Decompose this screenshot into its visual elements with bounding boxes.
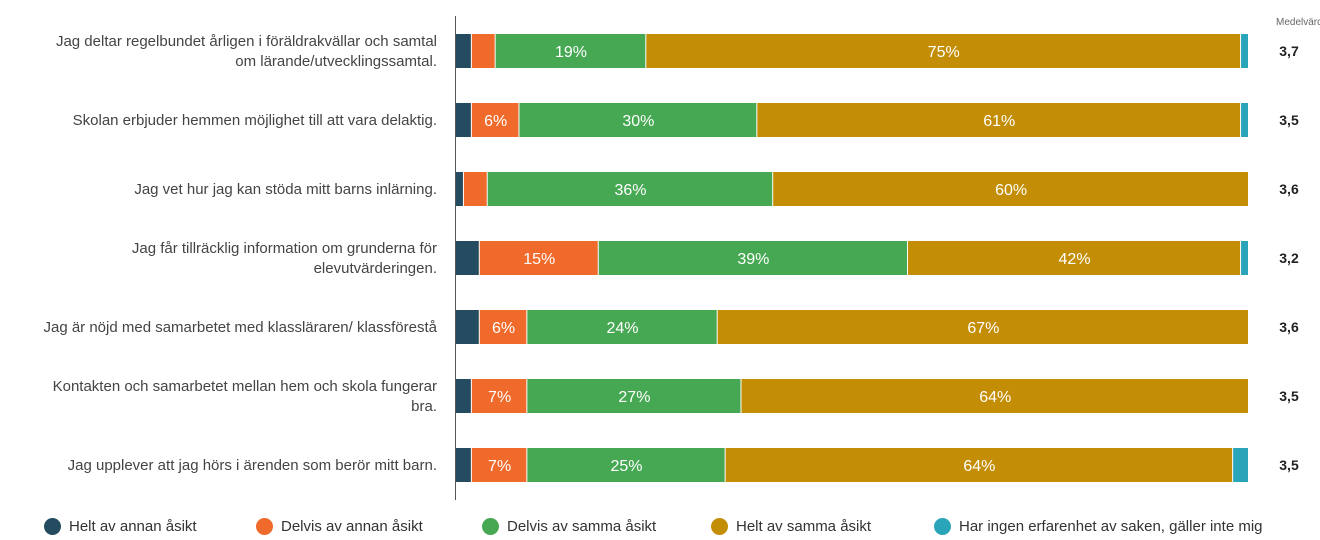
bar-segment-3-4: [773, 172, 1248, 206]
bar-segment-6-2: [471, 379, 527, 413]
legend-swatch: [711, 517, 728, 535]
data-label-1-4: 75%: [928, 44, 960, 61]
mean-header: Medelvärde: [1276, 17, 1320, 28]
legend-swatch: [482, 517, 499, 535]
mean-value-4: 3,2: [1279, 250, 1299, 266]
legend-swatch: [934, 517, 951, 535]
bar-segment-4-3: [598, 241, 908, 275]
category-label-7: Jag upplever att jag hörs i ärenden som …: [68, 457, 437, 474]
category-label-4-line-2: elevutvärderingen.: [314, 260, 437, 277]
legend-item-delvis-av-samma[interactable]: Delvis av samma åsikt: [482, 517, 657, 535]
legend-label: Delvis av samma åsikt: [507, 517, 657, 535]
bar-segment-5-3: [527, 310, 717, 344]
data-label-3-4: 60%: [995, 182, 1027, 199]
bar-segment-4-4: [908, 241, 1241, 275]
bar-segment-7-1: [456, 448, 471, 482]
data-label-7-3: 25%: [610, 458, 642, 475]
bar-segment-6-4: [741, 379, 1248, 413]
legend-item-ingen-erfarenhet[interactable]: Har ingen erfarenhet av saken, gäller in…: [934, 517, 1263, 535]
data-label-2-2: 6%: [484, 113, 507, 130]
bar-segment-2-1: [456, 103, 471, 137]
bar-segment-1-1: [456, 34, 471, 68]
bar-segment-5-1: [456, 310, 479, 344]
stacked-bar-chart: Medelvärde 19% 75% Jag deltar regelbundet å…: [43, 16, 1320, 500]
data-label-3-3: 36%: [614, 182, 646, 199]
bar-segment-4-5: [1241, 241, 1248, 275]
bar-segment-7-2: [471, 448, 527, 482]
data-label-4-4: 42%: [1059, 251, 1091, 268]
legend-item-delvis-av-annan[interactable]: Delvis av annan åsikt: [256, 517, 423, 535]
data-label-1-3: 19%: [555, 44, 587, 61]
bar-segment-3-1: [456, 172, 463, 206]
bar-segment-7-5: [1233, 448, 1248, 482]
category-label-5: Jag är nöjd med samarbetet med klasslära…: [43, 319, 437, 336]
legend-label: Helt av samma åsikt: [736, 517, 872, 535]
data-label-6-3: 27%: [618, 389, 650, 406]
category-label-4-line-1: Jag får tillräcklig information om grund…: [132, 240, 437, 257]
mean-value-3: 3,6: [1279, 181, 1299, 197]
bar-segment-3-3: [487, 172, 773, 206]
legend-swatch: [44, 517, 61, 535]
bar-segment-2-3: [519, 103, 757, 137]
data-label-5-3: 24%: [607, 320, 639, 337]
bar-segment-5-2: [479, 310, 527, 344]
mean-value-2: 3,5: [1279, 112, 1299, 128]
category-label-1-line-2: om lärande/utvecklingssamtal.: [235, 53, 437, 70]
data-label-7-4: 64%: [963, 458, 995, 475]
bar-segment-6-1: [456, 379, 471, 413]
data-label-4-2: 15%: [523, 251, 555, 268]
legend-item-helt-av-annan[interactable]: Helt av annan åsikt: [44, 517, 197, 535]
bar-segment-6-3: [527, 379, 741, 413]
category-label-6-line-2: bra.: [411, 398, 437, 415]
bar-segment-7-4: [725, 448, 1233, 482]
bar-segment-4-2: [479, 241, 598, 275]
data-label-4-3: 39%: [737, 251, 769, 268]
bar-segment-1-3: [495, 34, 646, 68]
bar-segment-7-3: [527, 448, 725, 482]
legend-swatch: [256, 517, 273, 535]
mean-value-6: 3,5: [1279, 388, 1299, 404]
category-label-1-line-1: Jag deltar regelbundet årligen i föräldr…: [56, 33, 437, 50]
bar-segment-5-4: [717, 310, 1248, 344]
data-label-5-4: 67%: [967, 320, 999, 337]
bar-segment-3-2: [463, 172, 487, 206]
bar-segment-1-4: [646, 34, 1241, 68]
legend-label: Helt av annan åsikt: [69, 517, 197, 535]
bar-segment-1-2: [471, 34, 495, 68]
category-label-3: Jag vet hur jag kan stöda mitt barns inl…: [134, 181, 437, 198]
legend: Helt av annan åsikt Delvis av annan åsik…: [44, 514, 1314, 538]
legend-label: Har ingen erfarenhet av saken, gäller in…: [959, 517, 1263, 535]
mean-value-7: 3,5: [1279, 457, 1299, 473]
bar-segment-2-5: [1241, 103, 1248, 137]
mean-value-5: 3,6: [1279, 319, 1299, 335]
category-label-2: Skolan erbjuder hemmen möjlighet till at…: [73, 112, 437, 129]
category-label-6-line-1: Kontakten och samarbetet mellan hem och …: [53, 378, 437, 395]
bar-segment-2-2: [471, 103, 519, 137]
bar-segment-2-4: [757, 103, 1241, 137]
legend-label: Delvis av annan åsikt: [281, 517, 423, 535]
bar-segment-4-1: [456, 241, 479, 275]
bar-segment-1-5: [1241, 34, 1248, 68]
data-label-2-4: 61%: [983, 113, 1015, 130]
data-label-7-2: 7%: [488, 458, 511, 475]
legend-item-helt-av-samma[interactable]: Helt av samma åsikt: [711, 517, 872, 535]
data-label-5-2: 6%: [492, 320, 515, 337]
mean-value-1: 3,7: [1279, 43, 1299, 59]
data-label-6-2: 7%: [488, 389, 511, 406]
data-label-6-4: 64%: [979, 389, 1011, 406]
data-label-2-3: 30%: [622, 113, 654, 130]
